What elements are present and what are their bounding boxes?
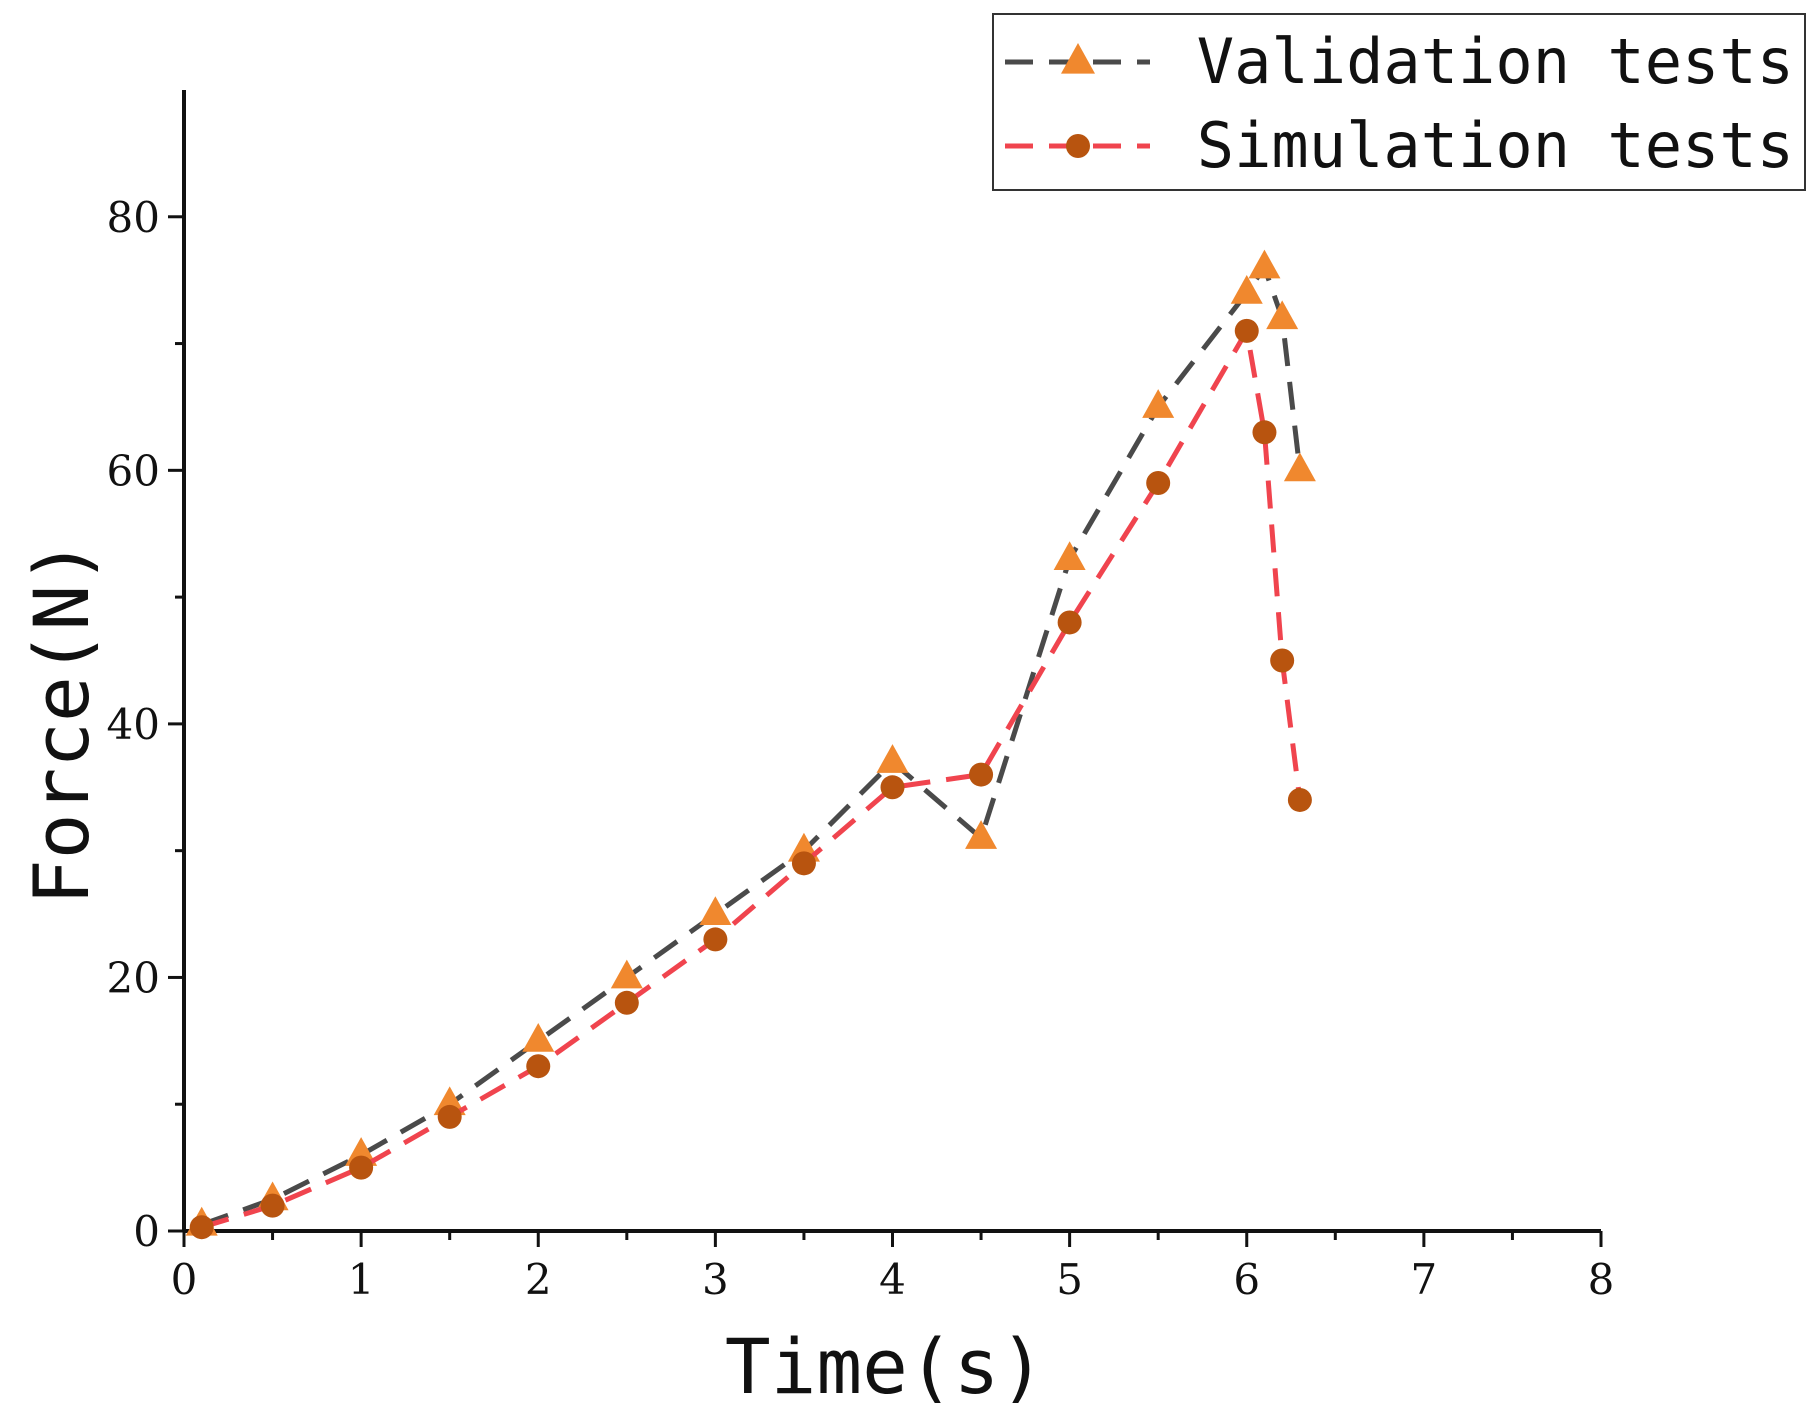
- series-layer: [185, 249, 1316, 1240]
- y-tick-label: 0: [133, 1207, 160, 1256]
- data-point: [1234, 318, 1259, 343]
- x-tick-label: 8: [1588, 1255, 1615, 1304]
- series-line-simulation-tests: [200, 328, 1303, 1230]
- data-point: [1270, 648, 1295, 673]
- x-tick-label: 7: [1411, 1255, 1438, 1304]
- data-point: [1252, 420, 1277, 445]
- data-point: [1142, 389, 1175, 418]
- x-tick-label: 2: [525, 1255, 552, 1304]
- series-simulation-tests: [189, 318, 1312, 1240]
- series-line-validation-tests: [200, 264, 1303, 1228]
- data-point: [1146, 471, 1171, 496]
- data-point: [699, 896, 732, 925]
- y-axis-title: Force(N): [17, 539, 106, 905]
- legend-entry-validation: Validation tests: [1005, 25, 1794, 98]
- legend: Validation tests Simulation tests: [992, 13, 1806, 191]
- data-point: [1057, 610, 1082, 635]
- data-point: [610, 959, 643, 989]
- legend-label: Validation tests: [1197, 25, 1794, 98]
- data-point: [1053, 541, 1086, 571]
- y-tick-label: 80: [107, 193, 160, 242]
- data-point: [437, 1104, 462, 1129]
- legend-marker: [1061, 43, 1095, 74]
- x-tick-label: 3: [702, 1255, 729, 1304]
- legend-label: Simulation tests: [1197, 109, 1794, 182]
- data-point: [703, 927, 728, 952]
- data-point: [260, 1193, 285, 1218]
- data-point: [1287, 787, 1312, 812]
- data-point: [880, 775, 905, 800]
- data-point: [969, 762, 994, 787]
- y-tick-label: 60: [107, 446, 160, 495]
- data-point: [526, 1054, 551, 1079]
- y-tick-label: 40: [107, 700, 160, 749]
- x-axis-title: Time(s): [725, 1322, 1045, 1409]
- data-point: [1248, 249, 1281, 279]
- y-tick-label: 20: [107, 953, 160, 1002]
- data-point: [1230, 274, 1263, 304]
- series-validation-tests: [185, 249, 1316, 1236]
- legend-frame: [992, 13, 1806, 191]
- data-point: [189, 1215, 214, 1240]
- data-point: [1266, 300, 1299, 330]
- x-tick-label: 5: [1056, 1255, 1083, 1304]
- data-point: [349, 1155, 374, 1180]
- legend-marker: [1066, 134, 1090, 158]
- data-point: [876, 744, 909, 773]
- data-point: [965, 820, 998, 849]
- data-point: [614, 990, 639, 1015]
- data-point: [791, 851, 816, 876]
- x-tick-label: 4: [879, 1255, 906, 1304]
- legend-entry-simulation: Simulation tests: [1005, 109, 1794, 182]
- x-tick-label: 1: [348, 1255, 375, 1304]
- data-point: [1283, 452, 1316, 482]
- data-point: [522, 1022, 555, 1052]
- x-tick-label: 6: [1233, 1255, 1260, 1304]
- x-tick-label: 0: [171, 1255, 198, 1304]
